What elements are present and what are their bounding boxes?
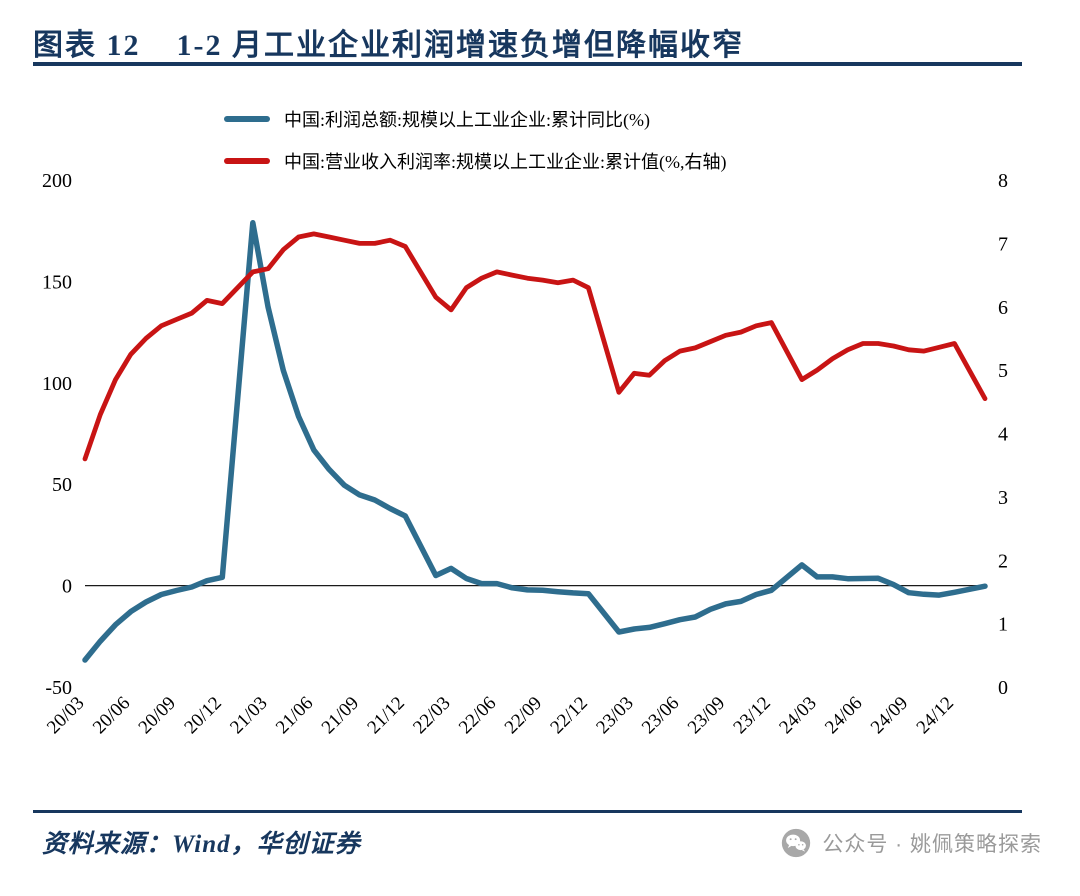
right-axis-tick: 0 [998, 677, 1008, 699]
x-axis-tick: 23/12 [729, 693, 774, 738]
right-axis-tick: 4 [998, 424, 1008, 446]
left-axis-tick: 0 [62, 576, 72, 598]
footer-divider [33, 810, 1022, 813]
x-axis-tick: 20/09 [135, 693, 180, 738]
left-axis-tick: 150 [42, 271, 72, 293]
right-axis-tick: 7 [998, 233, 1008, 255]
legend-swatch-red [224, 158, 270, 164]
watermark-text: 公众号 · 姚佩策略探索 [822, 833, 1042, 856]
right-axis-tick: 8 [998, 170, 1008, 192]
left-axis-tick: 200 [42, 170, 72, 192]
chart-number-label: 图表 12 [33, 29, 141, 62]
legend-label-profit-margin: 中国:营业收入利润率:规模以上工业企业:累计值(%,右轴) [284, 152, 727, 172]
x-axis-tick: 21/03 [226, 693, 271, 738]
left-axis-tick: 50 [52, 474, 72, 496]
watermark: 公众号 · 姚佩策略探索 [781, 828, 1042, 858]
x-axis-tick: 22/12 [546, 693, 591, 738]
x-axis-tick: 24/12 [913, 693, 958, 738]
right-axis-tick: 3 [998, 487, 1008, 509]
title-divider [33, 62, 1022, 66]
x-axis-tick: 20/03 [43, 693, 88, 738]
legend-swatch-blue [224, 116, 270, 122]
left-axis-tick: -50 [45, 677, 72, 699]
right-axis-tick: 2 [998, 550, 1008, 572]
x-axis-tick: 23/09 [684, 693, 729, 738]
x-axis-tick: 21/06 [272, 693, 317, 738]
x-axis-tick: 23/06 [638, 693, 683, 738]
x-axis-tick: 22/06 [455, 693, 500, 738]
legend-label-profit-growth: 中国:利润总额:规模以上工业企业:累计同比(%) [284, 110, 650, 130]
series-line-profit-growth [82, 220, 988, 663]
x-axis-tick: 21/12 [363, 693, 408, 738]
x-axis-tick: 23/03 [592, 693, 637, 738]
x-axis-tick: 24/09 [867, 693, 912, 738]
chart-legend: 中国:利润总额:规模以上工业企业:累计同比(%) 中国:营业收入利润率:规模以上… [224, 106, 726, 174]
x-axis-tick: 22/09 [501, 693, 546, 738]
x-axis-tick: 21/09 [318, 693, 363, 738]
chart-title-row: 图表 12 1-2 月工业企业利润增速负增但降幅收窄 [33, 20, 744, 64]
legend-item-profit-margin: 中国:营业收入利润率:规模以上工业企业:累计值(%,右轴) [224, 148, 726, 174]
right-axis-tick: 6 [998, 297, 1008, 319]
x-axis-tick: 24/03 [775, 693, 820, 738]
legend-item-profit-growth: 中国:利润总额:规模以上工业企业:累计同比(%) [224, 106, 726, 132]
source-text: 资料来源：Wind，华创证券 [42, 831, 361, 858]
series-line-profit-margin [82, 231, 988, 462]
wechat-icon [782, 828, 811, 858]
x-axis-tick: 20/12 [180, 693, 225, 738]
page-title: 1-2 月工业企业利润增速负增但降幅收窄 [176, 29, 744, 62]
right-axis-tick: 5 [998, 360, 1008, 382]
left-axis-tick: 100 [42, 373, 72, 395]
x-axis-tick: 22/03 [409, 693, 454, 738]
x-axis-tick: 20/06 [89, 693, 134, 738]
x-axis-tick: 24/06 [821, 693, 866, 738]
right-axis-tick: 1 [998, 614, 1008, 636]
